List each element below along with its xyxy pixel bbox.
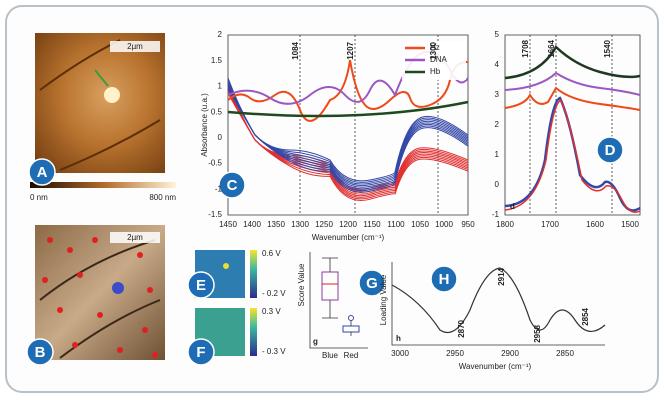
peak-label: 1084 (291, 41, 300, 59)
y-tick-label: -1 (492, 210, 500, 219)
scale-label: 2µm (127, 233, 143, 242)
y-tick-label: 0 (495, 180, 500, 189)
panel-label: E (196, 277, 206, 294)
x-tick-label: 3000 (391, 349, 409, 358)
y-tick-label: -1.5 (208, 210, 222, 219)
colorbar-label: - 0.3 V (262, 347, 286, 356)
peak-label: 1540 (603, 39, 612, 57)
y-tick-label: -0.5 (208, 159, 222, 168)
y-tick-label: 1.5 (211, 56, 223, 65)
peak-label: 2870 (457, 319, 466, 337)
cell-dot (142, 327, 148, 333)
y-tick-label: 1 (495, 150, 500, 159)
peak-label: 2854 (581, 307, 590, 325)
panel-label: B (35, 344, 46, 361)
panel-label: C (227, 177, 238, 194)
cell-dot (72, 342, 78, 348)
panel-label: H (439, 271, 450, 288)
peak-label: 2958 (533, 324, 542, 342)
legend-label: Hb (430, 67, 441, 76)
colorbar-e (250, 250, 257, 298)
x-tick-label: 1600 (586, 220, 604, 229)
x-tick-label: 1250 (315, 220, 333, 229)
peak-label: 1664 (547, 39, 556, 57)
group-label: Blue (322, 351, 339, 360)
y-tick-label: 1 (218, 82, 223, 91)
legend-label: DNA (430, 55, 448, 64)
panel-label: F (196, 344, 205, 361)
y-axis-label: Absorbance (u.a.) (200, 93, 209, 157)
scale-label: 2µm (127, 42, 143, 51)
peak-label: 1207 (346, 41, 355, 59)
panel-sublabel: g (313, 337, 318, 346)
y-tick-label: 4 (495, 60, 500, 69)
x-tick-label: 1700 (541, 220, 559, 229)
cell-dot (147, 287, 153, 293)
colorbar-label: 0 nm (30, 193, 48, 202)
cell-dot (57, 307, 63, 313)
x-tick-label: 1500 (621, 220, 639, 229)
x-tick-label: 1050 (411, 220, 429, 229)
legend-label: Hz (430, 43, 440, 52)
colorbar-f (250, 308, 257, 356)
cell-dot (92, 237, 98, 243)
x-tick-label: 2850 (556, 349, 574, 358)
group-label: Red (344, 351, 359, 360)
cell-dot (97, 312, 103, 318)
colorbar (30, 182, 176, 188)
y-tick-label: 5 (495, 30, 500, 39)
colorbar-label: - 0.2 V (262, 289, 286, 298)
x-tick-label: 2900 (501, 349, 519, 358)
marker (112, 282, 124, 294)
colorbar-label: 0.6 V (262, 249, 281, 258)
hotspot (223, 263, 229, 269)
y-tick-label: 3 (495, 90, 500, 99)
panel-label: G (366, 275, 378, 292)
panel-sublabel: d (510, 202, 515, 211)
y-tick-label: 0 (218, 133, 223, 142)
x-tick-label: 1000 (435, 220, 453, 229)
y-tick-label: 2 (495, 120, 500, 129)
cell-dot (77, 272, 83, 278)
x-tick-label: 1800 (496, 220, 514, 229)
colorbar-label: 0.3 V (262, 307, 281, 316)
cell-dot (152, 352, 158, 358)
y-tick-label: 2 (218, 30, 223, 39)
panel-label: D (605, 142, 616, 159)
cell-dot (117, 347, 123, 353)
x-tick-label: 1450 (219, 220, 237, 229)
x-tick-label: 2950 (446, 349, 464, 358)
y-axis-label: Loading Value (379, 274, 388, 325)
peak-label: 2914 (497, 267, 506, 285)
y-tick-label: 0.5 (211, 107, 223, 116)
cell-dot (137, 252, 143, 258)
figure: A B C D E F G H 2µm 0 nm 800 nm 2µm 2 1.5 1 0.5 0 -0.5 -1… (0, 0, 664, 400)
x-axis-label: Wavenumber (cm⁻¹) (312, 233, 385, 242)
cell-feature (104, 87, 120, 103)
y-axis-label: Score Value (297, 263, 306, 307)
colorbar-label: 800 nm (149, 193, 176, 202)
cell-dot (47, 237, 53, 243)
cell-dot (42, 277, 48, 283)
x-tick-label: 1150 (363, 220, 381, 229)
x-tick-label: 1300 (291, 220, 309, 229)
peak-label: 1708 (521, 39, 530, 57)
x-tick-label: 1400 (243, 220, 261, 229)
x-tick-label: 1200 (339, 220, 357, 229)
afm-image-b (35, 225, 165, 360)
panel-label: A (37, 164, 48, 181)
x-axis-label: Wavenumber (cm⁻¹) (459, 362, 532, 371)
x-tick-label: 1100 (387, 220, 405, 229)
x-tick-label: 950 (461, 220, 475, 229)
panel-sublabel: h (396, 334, 401, 343)
cell-dot (67, 247, 73, 253)
x-tick-label: 1350 (267, 220, 285, 229)
y-tick-label: -1 (215, 184, 223, 193)
